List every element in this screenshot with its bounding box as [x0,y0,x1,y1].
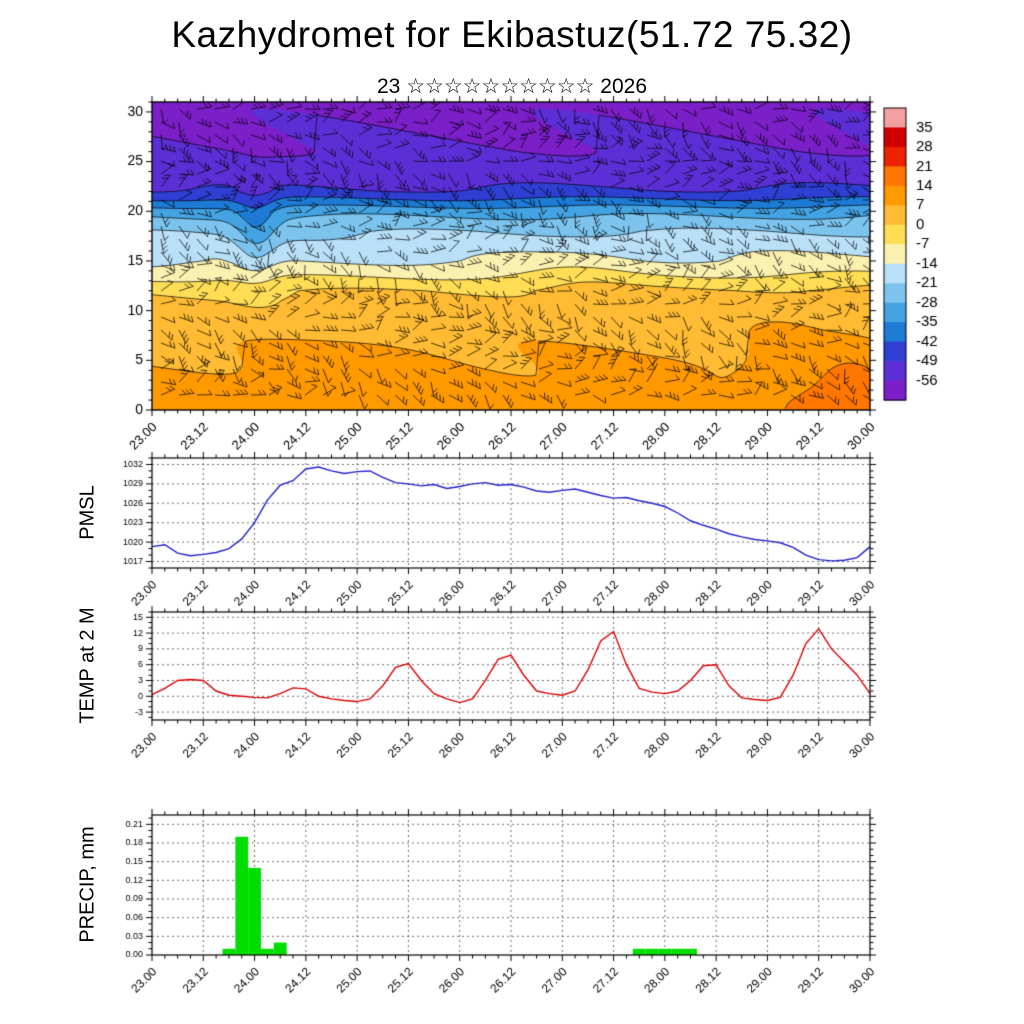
precip-axis-label: PRECIP, mm [76,826,99,943]
pmsl-axis-label: PMSL [76,485,99,540]
temp-axis-label: TEMP at 2 M [76,607,99,724]
